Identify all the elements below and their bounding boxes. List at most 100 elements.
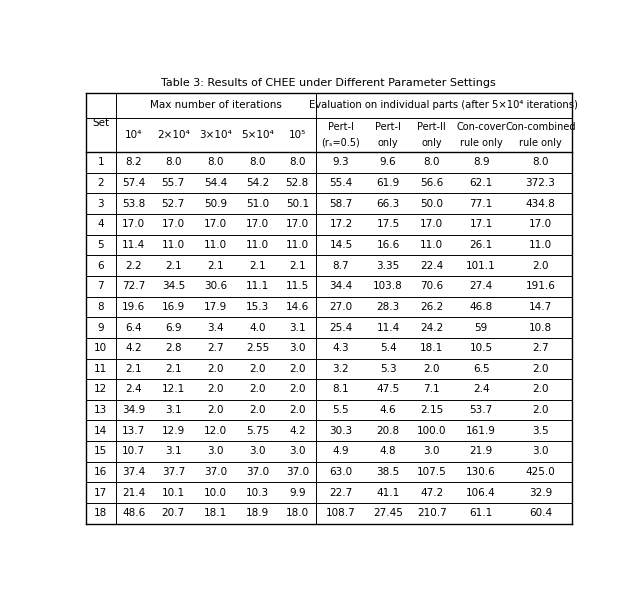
Text: 2.0: 2.0 bbox=[250, 405, 266, 415]
Text: 2.1: 2.1 bbox=[165, 261, 182, 271]
Text: 2.2: 2.2 bbox=[125, 261, 142, 271]
Text: Evaluation on individual parts (after 5×10⁴ iterations): Evaluation on individual parts (after 5×… bbox=[309, 100, 579, 111]
Text: 4.8: 4.8 bbox=[380, 446, 396, 456]
Text: 11.0: 11.0 bbox=[285, 240, 309, 250]
Text: 46.8: 46.8 bbox=[470, 302, 493, 312]
Text: 16.6: 16.6 bbox=[376, 240, 400, 250]
Text: 6.4: 6.4 bbox=[125, 323, 142, 333]
Text: 37.0: 37.0 bbox=[204, 467, 227, 477]
Text: 2.1: 2.1 bbox=[289, 261, 306, 271]
Text: 37.4: 37.4 bbox=[122, 467, 145, 477]
Text: 48.6: 48.6 bbox=[122, 508, 145, 518]
Text: 130.6: 130.6 bbox=[467, 467, 496, 477]
Text: 22.4: 22.4 bbox=[420, 261, 444, 271]
Text: 10.0: 10.0 bbox=[204, 488, 227, 498]
Text: 27.4: 27.4 bbox=[470, 281, 493, 291]
Text: 59: 59 bbox=[474, 323, 488, 333]
Text: 57.4: 57.4 bbox=[122, 178, 145, 188]
Text: 10.8: 10.8 bbox=[529, 323, 552, 333]
Text: 4.6: 4.6 bbox=[380, 405, 396, 415]
Text: 2.7: 2.7 bbox=[207, 343, 224, 353]
Text: 25.4: 25.4 bbox=[330, 323, 353, 333]
Text: 14: 14 bbox=[94, 426, 108, 436]
Text: 2.0: 2.0 bbox=[207, 385, 224, 394]
Text: Con-cover: Con-cover bbox=[456, 122, 506, 132]
Text: 2.0: 2.0 bbox=[424, 364, 440, 374]
Text: 11.0: 11.0 bbox=[529, 240, 552, 250]
Text: 50.0: 50.0 bbox=[420, 199, 444, 209]
Text: 9.3: 9.3 bbox=[333, 157, 349, 167]
Text: 2.4: 2.4 bbox=[473, 385, 490, 394]
Text: 161.9: 161.9 bbox=[466, 426, 496, 436]
Text: 5.4: 5.4 bbox=[380, 343, 396, 353]
Text: 11.0: 11.0 bbox=[162, 240, 185, 250]
Text: Pert-II: Pert-II bbox=[417, 122, 446, 132]
Text: 210.7: 210.7 bbox=[417, 508, 447, 518]
Text: 11.4: 11.4 bbox=[376, 323, 400, 333]
Text: 17.0: 17.0 bbox=[162, 219, 185, 229]
Text: 17: 17 bbox=[94, 488, 108, 498]
Text: 70.6: 70.6 bbox=[420, 281, 444, 291]
Text: 51.0: 51.0 bbox=[246, 199, 269, 209]
Text: 61.1: 61.1 bbox=[470, 508, 493, 518]
Text: 37.0: 37.0 bbox=[285, 467, 309, 477]
Text: 47.2: 47.2 bbox=[420, 488, 444, 498]
Text: 2.1: 2.1 bbox=[125, 364, 142, 374]
Text: 60.4: 60.4 bbox=[529, 508, 552, 518]
Text: 14.6: 14.6 bbox=[285, 302, 309, 312]
Text: 2.0: 2.0 bbox=[207, 364, 224, 374]
Text: 2.8: 2.8 bbox=[165, 343, 182, 353]
Text: 30.6: 30.6 bbox=[204, 281, 227, 291]
Text: 2.1: 2.1 bbox=[250, 261, 266, 271]
Text: 17.0: 17.0 bbox=[246, 219, 269, 229]
Text: 14.5: 14.5 bbox=[330, 240, 353, 250]
Text: 2.55: 2.55 bbox=[246, 343, 269, 353]
Text: 22.7: 22.7 bbox=[330, 488, 353, 498]
Text: 8.7: 8.7 bbox=[333, 261, 349, 271]
Text: 18.0: 18.0 bbox=[285, 508, 309, 518]
Text: 9: 9 bbox=[97, 323, 104, 333]
Text: 5×10⁴: 5×10⁴ bbox=[241, 130, 274, 140]
Text: 12.1: 12.1 bbox=[162, 385, 185, 394]
Text: 8.0: 8.0 bbox=[289, 157, 305, 167]
Text: 7: 7 bbox=[97, 281, 104, 291]
Text: 8.0: 8.0 bbox=[207, 157, 224, 167]
Text: 16: 16 bbox=[94, 467, 108, 477]
Text: 53.7: 53.7 bbox=[470, 405, 493, 415]
Text: 11.0: 11.0 bbox=[246, 240, 269, 250]
Text: 34.4: 34.4 bbox=[330, 281, 353, 291]
Text: 17.0: 17.0 bbox=[285, 219, 309, 229]
Text: 2.0: 2.0 bbox=[289, 405, 305, 415]
Text: 8.0: 8.0 bbox=[532, 157, 548, 167]
Text: 6.9: 6.9 bbox=[165, 323, 182, 333]
Text: 10.1: 10.1 bbox=[162, 488, 185, 498]
Text: 100.0: 100.0 bbox=[417, 426, 447, 436]
Text: 18: 18 bbox=[94, 508, 108, 518]
Text: 7.1: 7.1 bbox=[424, 385, 440, 394]
Text: 10⁴: 10⁴ bbox=[125, 130, 143, 140]
Text: 2×10⁴: 2×10⁴ bbox=[157, 130, 189, 140]
Text: 17.0: 17.0 bbox=[529, 219, 552, 229]
Text: 3.35: 3.35 bbox=[376, 261, 400, 271]
Text: 13.7: 13.7 bbox=[122, 426, 145, 436]
Text: 434.8: 434.8 bbox=[525, 199, 556, 209]
Text: 5.75: 5.75 bbox=[246, 426, 269, 436]
Text: Max number of iterations: Max number of iterations bbox=[150, 100, 282, 111]
Text: 21.4: 21.4 bbox=[122, 488, 145, 498]
Text: 15: 15 bbox=[94, 446, 108, 456]
Text: 2.0: 2.0 bbox=[250, 385, 266, 394]
Text: 8.0: 8.0 bbox=[250, 157, 266, 167]
Text: 3.0: 3.0 bbox=[289, 343, 305, 353]
Text: 5.5: 5.5 bbox=[333, 405, 349, 415]
Text: 3.1: 3.1 bbox=[165, 446, 182, 456]
Text: 2.0: 2.0 bbox=[289, 364, 305, 374]
Text: 2.0: 2.0 bbox=[250, 364, 266, 374]
Text: 17.0: 17.0 bbox=[420, 219, 444, 229]
Text: 4.2: 4.2 bbox=[289, 426, 306, 436]
Text: rule only: rule only bbox=[460, 138, 502, 148]
Text: 6.5: 6.5 bbox=[473, 364, 490, 374]
Text: 17.1: 17.1 bbox=[470, 219, 493, 229]
Text: 52.8: 52.8 bbox=[285, 178, 309, 188]
Text: 17.9: 17.9 bbox=[204, 302, 227, 312]
Text: 15.3: 15.3 bbox=[246, 302, 269, 312]
